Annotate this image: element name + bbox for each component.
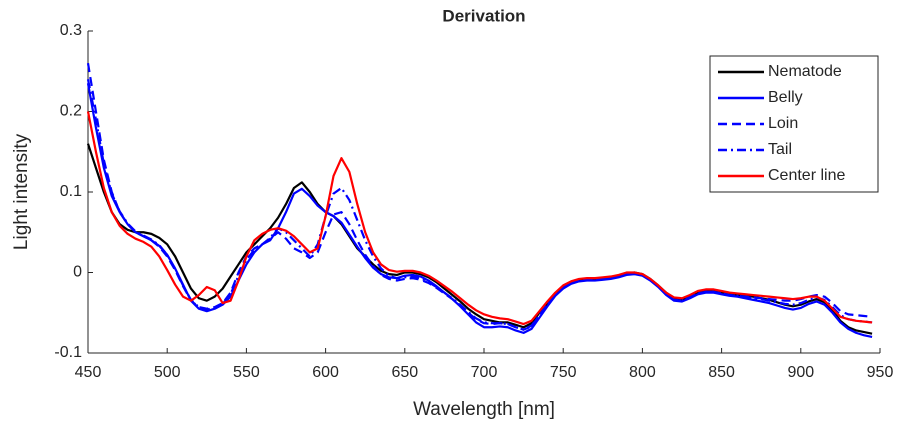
x-tick-label: 450 [75, 364, 102, 381]
legend-label: Tail [768, 141, 792, 158]
x-tick-label: 950 [867, 364, 894, 381]
x-tick-label: 550 [233, 364, 260, 381]
x-tick-label: 700 [471, 364, 498, 381]
y-tick-label: -0.1 [54, 344, 82, 361]
data-line [86, 111, 873, 326]
x-tick-label: 850 [708, 364, 735, 381]
y-tick-label: 0 [73, 264, 82, 281]
legend-label: Center line [768, 167, 845, 184]
x-tick-label: 800 [629, 364, 656, 381]
x-tick-label: 600 [312, 364, 339, 381]
x-axis-label: Wavelength [nm] [413, 399, 555, 420]
y-tick-label: 0.2 [60, 103, 82, 120]
y-tick-label: 0.3 [60, 22, 82, 39]
x-tick-label: 500 [154, 364, 181, 381]
data-line [86, 79, 873, 331]
legend-label: Belly [768, 89, 803, 106]
legend: Nematode Belly Loin Tail Center line [709, 55, 879, 193]
y-tick-label: 0.1 [60, 183, 82, 200]
chart-title: Derivation [442, 6, 525, 25]
y-axis-label: Light intensity [11, 133, 32, 250]
data-line [86, 83, 873, 338]
x-tick-label: 900 [787, 364, 814, 381]
x-tick-label: 750 [550, 364, 577, 381]
x-tick-label: 650 [391, 364, 418, 381]
legend-label: Nematode [768, 63, 842, 80]
legend-label: Loin [768, 115, 798, 132]
